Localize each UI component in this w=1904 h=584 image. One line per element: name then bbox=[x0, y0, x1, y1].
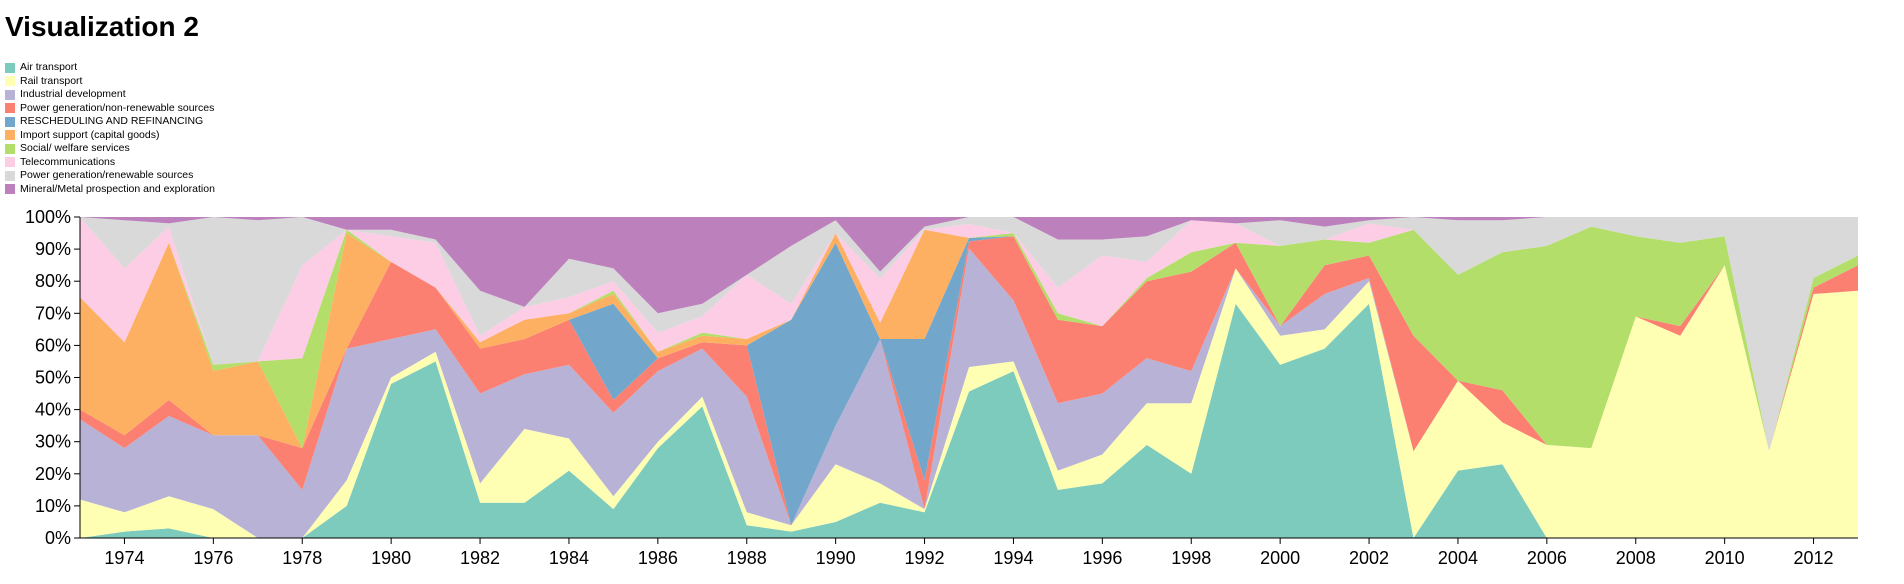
legend-item: Power generation/non-renewable sources bbox=[5, 102, 215, 116]
legend-label: Telecommunications bbox=[20, 155, 116, 168]
legend-item: Mineral/Metal prospection and exploratio… bbox=[5, 183, 215, 197]
x-tick-label: 1992 bbox=[905, 548, 945, 568]
y-tick-label: 30% bbox=[35, 432, 71, 452]
legend-label: Power generation/renewable sources bbox=[20, 169, 194, 181]
x-tick-label: 2012 bbox=[1794, 548, 1834, 568]
legend-swatch bbox=[5, 116, 15, 127]
area-series-1 bbox=[80, 265, 1858, 538]
x-tick-label: 1974 bbox=[104, 548, 144, 568]
legend-label: Rail transport bbox=[20, 74, 83, 87]
area-series-5 bbox=[80, 229, 1858, 452]
y-tick-label: 60% bbox=[35, 335, 71, 355]
area-series-0 bbox=[80, 303, 1858, 538]
area-layers bbox=[80, 217, 1858, 538]
area-series-9 bbox=[80, 217, 1858, 314]
y-tick-label: 20% bbox=[35, 464, 71, 484]
area-series-8 bbox=[80, 217, 1858, 452]
y-tick-label: 10% bbox=[35, 496, 71, 516]
legend-item: Rail transport bbox=[5, 75, 215, 89]
legend-label: Mineral/Metal prospection and exploratio… bbox=[20, 182, 215, 195]
legend-item: Air transport bbox=[5, 61, 215, 75]
legend-label: Industrial development bbox=[20, 88, 126, 100]
legend-item: Industrial development bbox=[5, 88, 215, 102]
legend-item: RESCHEDULING AND REFINANCING bbox=[5, 115, 215, 129]
x-tick-label: 1996 bbox=[1082, 548, 1122, 568]
legend-item: Social/ welfare services bbox=[5, 142, 215, 156]
x-axis: 1974 1976 1978 1980 1982 1984 1986 1988 1990 1992… bbox=[80, 537, 1858, 568]
x-tick-label: 2008 bbox=[1616, 548, 1656, 568]
legend-label: RESCHEDULING AND REFINANCING bbox=[20, 115, 204, 127]
legend-swatch bbox=[5, 76, 15, 87]
legend-swatch bbox=[5, 157, 15, 168]
legend-item: Import support (capital goods) bbox=[5, 129, 215, 143]
y-tick-label: 80% bbox=[35, 271, 71, 291]
legend-swatch bbox=[5, 62, 15, 73]
legend-item: Power generation/renewable sources bbox=[5, 169, 215, 183]
y-tick-label: 40% bbox=[35, 400, 71, 420]
x-tick-label: 2000 bbox=[1260, 548, 1300, 568]
y-axis: 0% 10% 20% 30% 40% 50% 60% 70% 80% 90% 100% bbox=[25, 207, 81, 548]
area-series-6 bbox=[80, 226, 1858, 452]
page-title: Visualization 2 bbox=[5, 11, 199, 42]
legend-label: Air transport bbox=[20, 61, 78, 73]
legend-swatch bbox=[5, 170, 15, 181]
area-series-2 bbox=[80, 248, 1858, 538]
legend-swatch bbox=[5, 89, 15, 100]
legend-swatch bbox=[5, 184, 15, 195]
x-tick-label: 1980 bbox=[371, 548, 411, 568]
x-tick-label: 1990 bbox=[816, 548, 856, 568]
y-tick-label: 90% bbox=[35, 239, 71, 259]
x-tick-label: 1998 bbox=[1171, 548, 1211, 568]
legend-swatch bbox=[5, 103, 15, 114]
x-tick-label: 2004 bbox=[1438, 548, 1478, 568]
x-tick-label: 2002 bbox=[1349, 548, 1389, 568]
legend-label: Power generation/non-renewable sources bbox=[20, 101, 215, 114]
x-tick-label: 1986 bbox=[638, 548, 678, 568]
x-tick-label: 1984 bbox=[549, 548, 589, 568]
legend-swatch bbox=[5, 143, 15, 154]
legend-item: Telecommunications bbox=[5, 156, 215, 170]
legend-label: Social/ welfare services bbox=[20, 142, 130, 154]
legend-swatch bbox=[5, 130, 15, 141]
x-tick-label: 1976 bbox=[193, 548, 233, 568]
x-tick-label: 2010 bbox=[1705, 548, 1745, 568]
chart-legend: Air transport Rail transport Industrial de… bbox=[5, 61, 215, 196]
y-tick-label: 0% bbox=[45, 528, 71, 548]
x-tick-label: 1994 bbox=[993, 548, 1033, 568]
legend-label: Import support (capital goods) bbox=[20, 128, 160, 141]
x-tick-label: 1982 bbox=[460, 548, 500, 568]
x-tick-label: 1978 bbox=[282, 548, 322, 568]
x-tick-label: 2006 bbox=[1527, 548, 1567, 568]
y-tick-label: 70% bbox=[35, 303, 71, 323]
x-tick-label: 1988 bbox=[727, 548, 767, 568]
y-tick-label: 100% bbox=[25, 207, 71, 227]
y-tick-label: 50% bbox=[35, 368, 71, 388]
